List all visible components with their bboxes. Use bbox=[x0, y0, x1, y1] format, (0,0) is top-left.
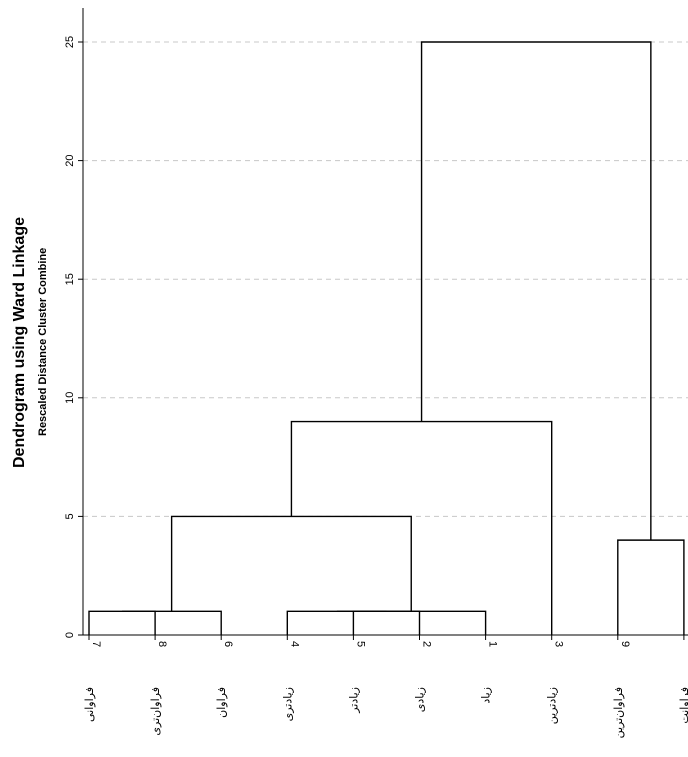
leaf-number-1: 1 bbox=[487, 641, 499, 647]
link-c-452-1 bbox=[336, 610, 487, 635]
leaf-label-10: فراوانت bbox=[678, 687, 688, 724]
leaf-label-4: زیادتری bbox=[281, 687, 294, 721]
link-c-7-8 bbox=[88, 610, 156, 635]
link-c-786-4521 bbox=[170, 515, 412, 612]
leaf-label-1: زیاد bbox=[480, 687, 493, 704]
leaf-label-5: زیادتر bbox=[347, 687, 360, 714]
chart-subtitle: Rescaled Distance Cluster Combine bbox=[37, 248, 49, 436]
leaf-number-3: 3 bbox=[553, 641, 565, 647]
link-c-root bbox=[420, 41, 652, 541]
y-tick-label-10: 10 bbox=[64, 392, 76, 404]
link-c-78-6 bbox=[122, 610, 222, 635]
y-tick-label-0: 0 bbox=[64, 632, 76, 638]
leaf-label-3: زیادترین bbox=[546, 687, 559, 724]
y-tick-label-15: 15 bbox=[64, 273, 76, 285]
leaf-number-6: 6 bbox=[222, 641, 234, 647]
leaf-number-5: 5 bbox=[354, 641, 366, 647]
link-c-4-52 bbox=[286, 610, 387, 635]
leaf-label-7: فراوانی bbox=[83, 687, 96, 722]
leaf-number-8: 8 bbox=[156, 641, 168, 647]
grid-lines bbox=[83, 41, 688, 517]
y-tick-label-20: 20 bbox=[64, 154, 76, 166]
y-tick-label-25: 25 bbox=[64, 36, 76, 48]
leaf-number-2: 2 bbox=[421, 641, 433, 647]
dendrogram-links bbox=[88, 41, 685, 635]
leaf-axis: 7 فراوانی 8 فراوان‌تری 6 فراوان 4 زیادتری 5 زیادت… bbox=[83, 635, 688, 738]
leaf-label-2: زیادی bbox=[414, 687, 427, 712]
y-axis: 0 5 10 15 20 25 bbox=[64, 8, 688, 638]
link-c-9-10 bbox=[617, 539, 685, 635]
chart-title: Dendrogram using Ward Linkage bbox=[11, 217, 28, 468]
leaf-label-6: فراوان bbox=[215, 687, 228, 718]
leaf-number-10: 10 bbox=[685, 641, 688, 653]
leaf-label-8: فراوان‌تری bbox=[149, 687, 162, 736]
y-tick-label-5: 5 bbox=[64, 513, 76, 519]
leaf-number-4: 4 bbox=[288, 641, 300, 647]
leaf-label-9: فراوان‌ترین bbox=[612, 687, 625, 738]
leaf-number-7: 7 bbox=[90, 641, 102, 647]
leaf-number-9: 9 bbox=[619, 641, 631, 647]
link-c-left-3 bbox=[290, 420, 553, 635]
link-c-5-2 bbox=[352, 610, 421, 635]
